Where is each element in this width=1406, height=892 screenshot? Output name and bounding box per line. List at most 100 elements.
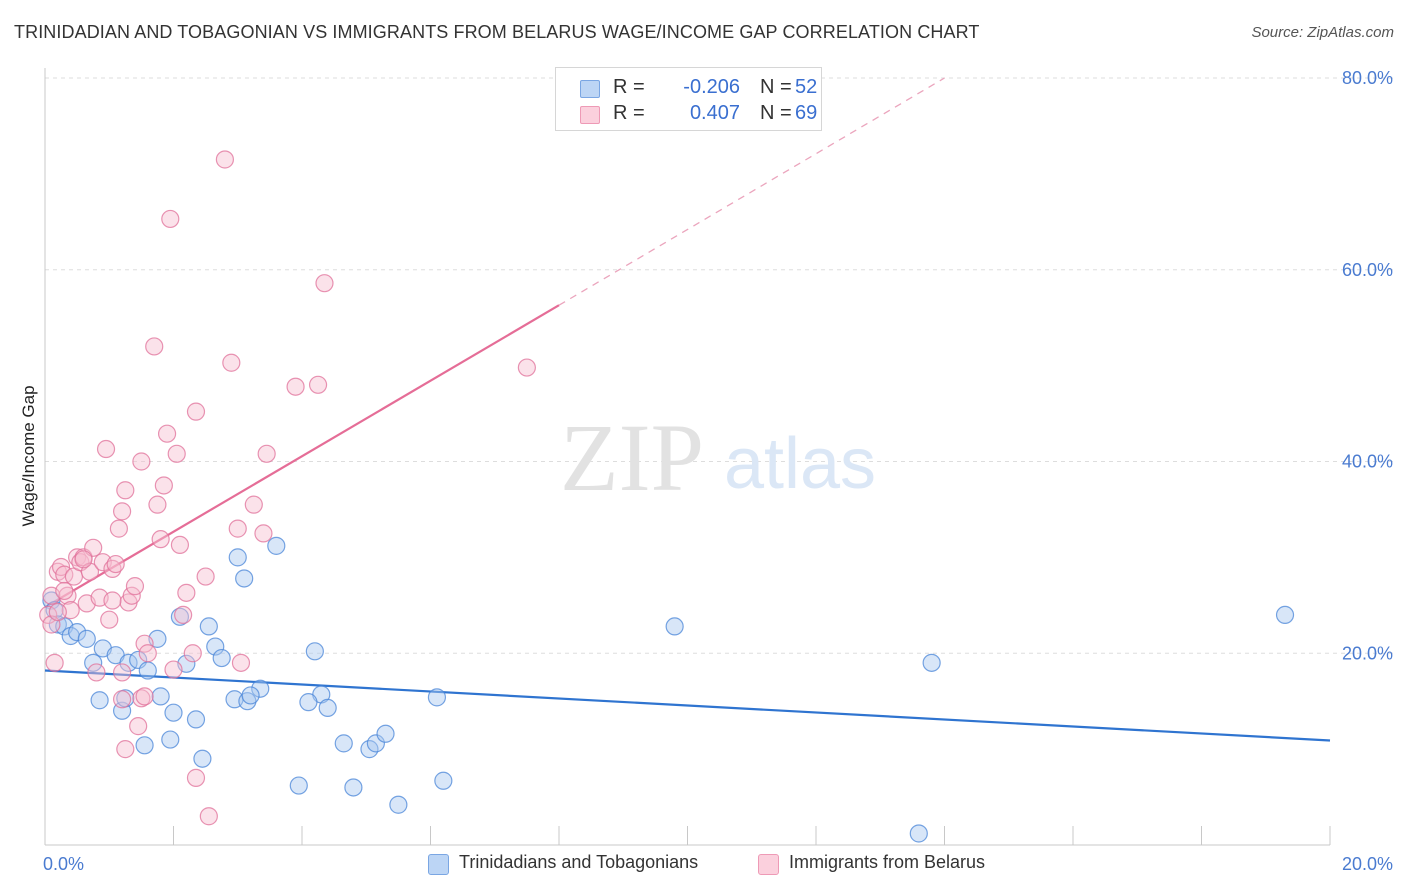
y-axis-label: Wage/Income Gap	[19, 385, 38, 526]
y-tick-label: 20.0%	[1342, 643, 1393, 663]
y-tick-label: 60.0%	[1342, 260, 1393, 280]
trend-line-trinidadian	[44, 669, 1331, 742]
point-trinidadian	[135, 736, 154, 755]
point-trinidadian	[84, 653, 103, 672]
legend-r-label: R =	[613, 102, 645, 124]
point-trinidadian	[305, 642, 324, 661]
point-trinidadian	[1275, 605, 1295, 625]
point-belarus	[161, 209, 180, 229]
point-belarus	[116, 481, 135, 500]
legend-r-value: 0.407	[689, 102, 740, 124]
point-belarus	[96, 439, 116, 459]
point-trinidadian	[366, 734, 385, 753]
point-trinidadian	[241, 686, 260, 705]
point-belarus	[103, 591, 122, 610]
point-belarus	[116, 740, 135, 759]
point-belarus	[177, 583, 196, 602]
point-trinidadian	[334, 734, 353, 753]
point-belarus	[71, 553, 90, 572]
point-belarus	[148, 495, 167, 514]
chart-title: TRINIDADIAN AND TOBAGONIAN VS IMMIGRANTS…	[14, 22, 980, 42]
point-belarus	[106, 554, 125, 574]
point-trinidadian	[186, 710, 206, 729]
point-belarus	[74, 550, 93, 569]
point-belarus	[164, 660, 183, 679]
point-belarus	[109, 519, 128, 538]
point-trinidadian	[665, 617, 684, 636]
point-trinidadian	[344, 778, 363, 797]
point-belarus	[45, 653, 64, 672]
grid-lines	[45, 77, 1395, 654]
chart-source: Source: ZipAtlas.com	[1251, 24, 1394, 41]
legend-n-label: N =	[760, 76, 792, 98]
legend-swatch-blue	[428, 854, 449, 875]
point-belarus	[244, 495, 263, 514]
point-trinidadian	[238, 692, 257, 711]
point-trinidadian	[170, 607, 190, 626]
point-belarus	[135, 634, 154, 653]
series-legend: Trinidadians and Tobagonians Immigrants …	[0, 852, 1406, 878]
point-belarus	[186, 402, 206, 421]
point-trinidadian	[235, 569, 254, 588]
point-belarus	[199, 807, 218, 826]
tick-labels: 20.0% 40.0% 60.0% 80.0% 0.0% 20.0%	[43, 68, 1393, 874]
point-trinidadian	[193, 749, 212, 768]
point-trinidadian	[199, 617, 218, 636]
point-belarus	[228, 519, 247, 538]
point-trinidadian	[48, 615, 67, 634]
point-belarus	[138, 644, 157, 663]
point-trinidadian	[68, 623, 87, 642]
legend-swatch-pink	[580, 106, 600, 124]
point-belarus	[112, 663, 132, 682]
point-belarus	[170, 535, 190, 555]
point-belarus	[215, 150, 234, 169]
point-trinidadian	[138, 661, 157, 680]
point-belarus	[231, 653, 251, 672]
trend-lines	[44, 77, 1331, 742]
point-belarus	[87, 663, 106, 682]
point-belarus	[125, 577, 145, 596]
legend-swatch-blue	[580, 80, 600, 98]
point-trinidadian	[164, 703, 183, 722]
point-belarus	[183, 644, 202, 663]
point-belarus	[222, 353, 241, 372]
point-trinidadian	[289, 776, 308, 795]
data-points	[39, 150, 1295, 843]
trend-line-belarus	[44, 304, 560, 609]
point-belarus	[186, 768, 206, 787]
point-belarus	[132, 689, 151, 708]
point-belarus	[100, 610, 119, 629]
legend-n-value: 69	[795, 102, 818, 124]
legend-n-value: 52	[795, 76, 818, 98]
point-trinidadian	[206, 637, 225, 656]
point-belarus	[167, 444, 186, 463]
point-belarus	[286, 377, 305, 396]
point-belarus	[129, 717, 148, 736]
point-trinidadian	[228, 548, 247, 567]
point-trinidadian	[251, 679, 270, 698]
point-belarus	[132, 452, 151, 471]
x-tick-label: 0.0%	[43, 854, 84, 874]
point-belarus	[151, 530, 170, 549]
point-belarus	[315, 274, 334, 293]
point-trinidadian	[389, 795, 408, 814]
legend-label-belarus: Immigrants from Belarus	[789, 852, 986, 872]
trend-line-belarus-extension	[558, 77, 945, 306]
legend-label-trinidadians: Trinidadians and Tobagonians	[459, 852, 699, 872]
point-trinidadian	[299, 693, 318, 712]
legend-n-label: N =	[760, 102, 792, 124]
legend-swatch-pink	[758, 854, 779, 875]
point-trinidadian	[267, 536, 286, 555]
point-belarus	[145, 337, 164, 356]
point-belarus	[154, 476, 173, 495]
point-belarus	[68, 548, 87, 567]
point-belarus	[122, 586, 141, 605]
watermark-atlas: atlas	[724, 424, 876, 504]
point-belarus	[517, 358, 536, 377]
point-belarus	[48, 602, 67, 622]
point-belarus	[196, 567, 215, 586]
point-belarus	[112, 690, 132, 709]
stats-legend: R = -0.206 N = 52 R = 0.407 N = 69	[555, 67, 822, 131]
watermark: ZIP atlas	[560, 404, 876, 511]
point-belarus	[58, 586, 77, 605]
